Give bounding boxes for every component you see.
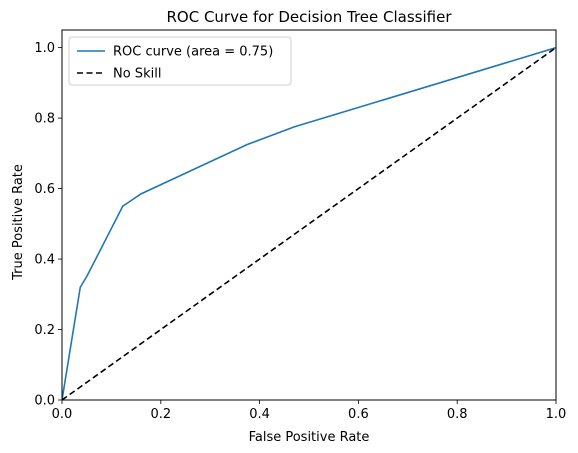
y-axis-label: True Positive Rate xyxy=(11,164,26,281)
plot-frame xyxy=(61,29,557,401)
x-tick-label: 0.4 xyxy=(249,407,270,422)
legend: ROC curve (area = 0.75) No Skill xyxy=(68,36,292,86)
y-tick-label: 0.8 xyxy=(34,112,55,127)
x-axis-label: False Positive Rate xyxy=(249,430,370,445)
x-tick-label: 0.6 xyxy=(348,407,369,422)
x-tick-label: 0.2 xyxy=(150,407,171,422)
x-tick-label: 0.0 xyxy=(52,407,73,422)
series-line-0 xyxy=(62,46,556,400)
y-tick-label: 0.6 xyxy=(34,182,55,197)
plot-area xyxy=(62,46,556,400)
legend-box xyxy=(68,36,292,86)
x-tick-label: 0.8 xyxy=(447,407,468,422)
y-tick-label: 0.2 xyxy=(34,323,55,338)
y-tick-label: 0.4 xyxy=(34,253,55,268)
y-tick-label: 0.0 xyxy=(34,394,55,409)
legend-label-1: No Skill xyxy=(113,67,161,82)
x-axis: 0.0 0.2 0.4 0.6 0.8 1.0 xyxy=(52,400,567,422)
chart-title: ROC Curve for Decision Tree Classifier xyxy=(166,8,452,26)
series-line-1 xyxy=(62,46,556,400)
legend-label-0: ROC curve (area = 0.75) xyxy=(113,45,273,60)
x-tick-label: 1.0 xyxy=(546,407,567,422)
y-tick-label: 1.0 xyxy=(34,41,55,56)
y-axis: 0.0 0.2 0.4 0.6 0.8 1.0 xyxy=(34,41,62,409)
